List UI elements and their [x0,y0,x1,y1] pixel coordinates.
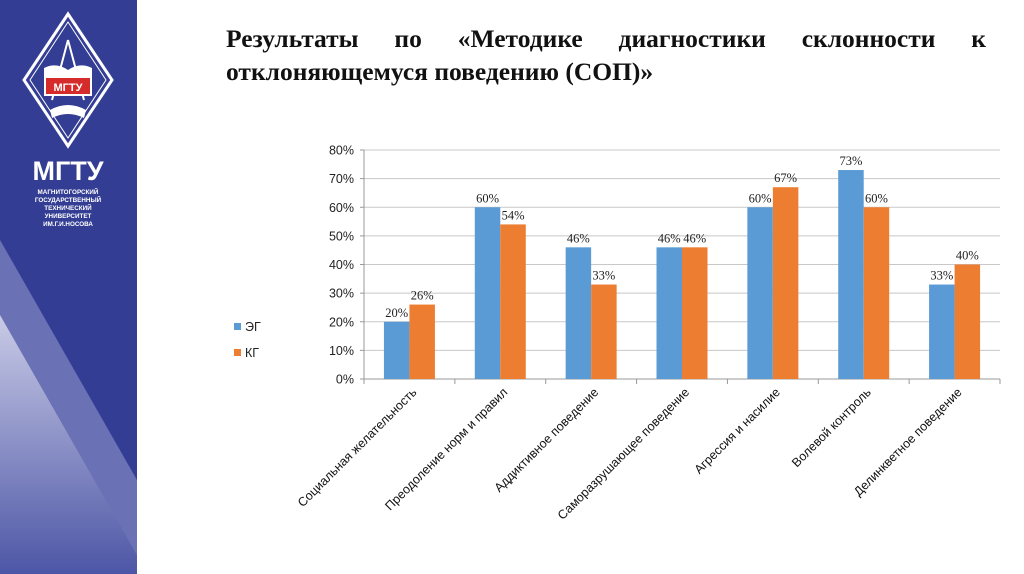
legend-label: КГ [245,346,259,360]
data-label: 40% [956,249,979,263]
data-label: 54% [502,208,525,222]
slide-title: Результаты по «Методике диагностики скло… [226,24,986,86]
data-label: 46% [683,231,706,245]
y-tick-label: 0% [336,373,354,387]
bar-kg [682,247,708,379]
y-tick-label: 30% [329,287,354,301]
bar-eg [838,170,864,379]
data-label: 33% [930,269,953,283]
data-label: 26% [411,289,434,303]
logo-line: ГОСУДАРСТВЕННЫЙ [35,195,102,204]
x-category-label: Делинкветное поведение [851,385,965,499]
legend-swatch [234,323,241,330]
y-tick-label: 20% [329,315,354,329]
data-label: 73% [840,154,863,168]
logo-name: МГТУ [32,156,104,186]
svg-text:МГТУ: МГТУ [54,82,83,94]
bar-eg [747,207,773,379]
x-category-label: Агрессия и насилие [692,385,783,476]
data-label: 46% [567,231,590,245]
y-tick-label: 80% [329,144,354,158]
y-tick-label: 70% [329,172,354,186]
legend-label: ЭГ [245,320,261,334]
bar-kg [591,284,617,379]
bar-eg [565,247,592,379]
y-tick-label: 10% [329,344,354,358]
bar-kg [772,187,799,379]
sidebar-branding: МГТУ МГТУ МАГНИТОГОРСКИЙ ГОСУДАРСТВЕННЫЙ… [0,0,137,574]
x-category-label: Волевой контроль [789,385,874,470]
logo-line: МАГНИТОГОРСКИЙ [38,187,99,196]
bar-kg [863,207,890,379]
data-label: 20% [385,306,408,320]
logo-line: УНИВЕРСИТЕТ [45,213,92,220]
logo-line: ТЕХНИЧЕСКИЙ [44,203,92,212]
bar-kg [409,304,435,379]
logo-line: ИМ.Г.И.НОСОВА [43,221,93,228]
x-category-label: Аддиктивное поведение [492,385,602,495]
bar-eg [474,207,501,379]
data-label: 60% [865,191,888,205]
y-tick-label: 40% [329,258,354,272]
data-label: 33% [592,269,615,283]
data-label: 60% [476,191,499,205]
y-tick-label: 60% [329,201,354,215]
data-label: 46% [658,231,681,245]
data-label: 67% [774,171,797,185]
logo-emblem: МГТУ [22,11,114,149]
legend-swatch [234,349,241,356]
bar-eg [656,247,682,379]
bar-kg [500,224,526,379]
data-label: 60% [749,191,772,205]
bar-eg [383,321,410,379]
bar-eg [929,284,955,379]
bar-kg [954,264,981,379]
y-tick-label: 50% [329,229,354,243]
